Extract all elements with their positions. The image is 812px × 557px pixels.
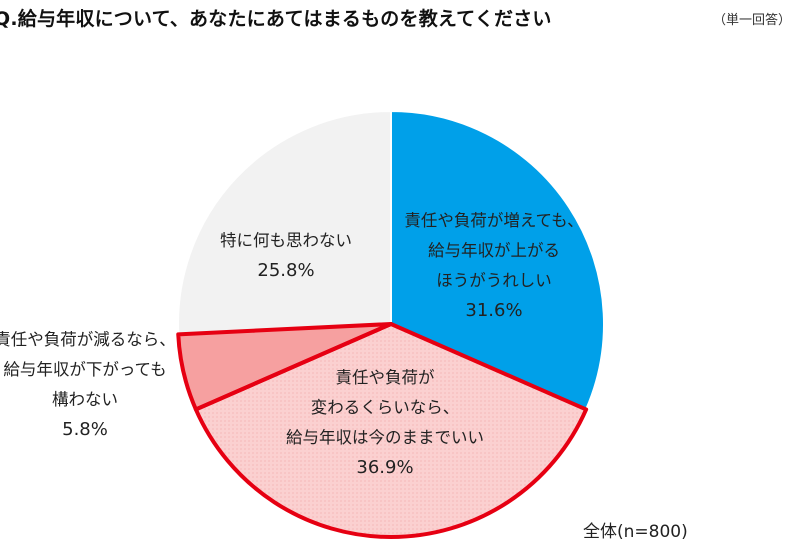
slice-value-increase: 31.6%: [465, 300, 523, 321]
chart-title: Q.給与年収について、あなたにあてはまるものを教えてください: [0, 8, 552, 30]
slice-value-decrease: 5.8%: [62, 419, 108, 440]
slice-label-keep: 責任や負荷が 変わるくらいなら、 給与年収は今のままでいい 36.9%: [250, 363, 520, 483]
chart-subtitle: （単一回答）: [713, 13, 792, 28]
slice-keep-outline: [193, 322, 589, 539]
slice-increase: [390, 110, 605, 411]
slice-nothing: [177, 110, 392, 336]
slice-label-nothing: 特に何も思わない 25.8%: [196, 226, 376, 286]
sample-size-note: 全体(n=800): [583, 522, 688, 542]
slice-value-keep: 36.9%: [356, 457, 414, 478]
slice-label-decrease: 責任や負荷が減るなら、 給与年収が下がっても 構わない 5.8%: [0, 325, 190, 445]
slice-decrease-outline: [176, 322, 393, 412]
slice-value-nothing: 25.8%: [257, 260, 315, 281]
slice-label-increase: 責任や負荷が増えても、 給与年収が上がる ほうがうれしい 31.6%: [383, 206, 605, 326]
